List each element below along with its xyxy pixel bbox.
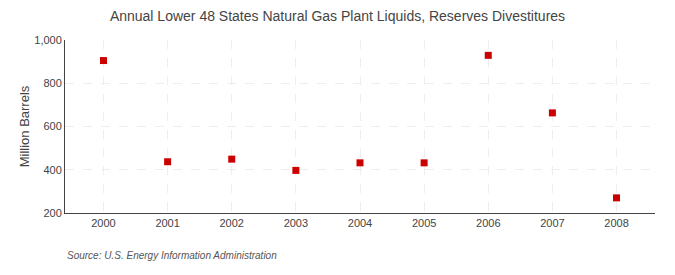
svg-text:2002: 2002	[219, 217, 243, 229]
svg-text:2005: 2005	[412, 217, 436, 229]
svg-text:2006: 2006	[476, 217, 500, 229]
svg-text:Million Barrels: Million Barrels	[17, 85, 32, 167]
svg-text:200: 200	[43, 207, 61, 219]
svg-text:2003: 2003	[284, 217, 308, 229]
svg-text:600: 600	[43, 120, 61, 132]
svg-text:2008: 2008	[604, 217, 628, 229]
svg-text:1,000: 1,000	[34, 34, 62, 46]
svg-text:400: 400	[43, 164, 61, 176]
svg-text:2001: 2001	[155, 217, 179, 229]
svg-text:2007: 2007	[540, 217, 564, 229]
svg-text:800: 800	[43, 77, 61, 89]
svg-text:Annual Lower 48 States Natural: Annual Lower 48 States Natural Gas Plant…	[110, 8, 565, 24]
svg-text:2000: 2000	[91, 217, 115, 229]
svg-text:2004: 2004	[348, 217, 372, 229]
svg-text:Source: U.S. Energy Informatio: Source: U.S. Energy Information Administ…	[67, 250, 277, 261]
